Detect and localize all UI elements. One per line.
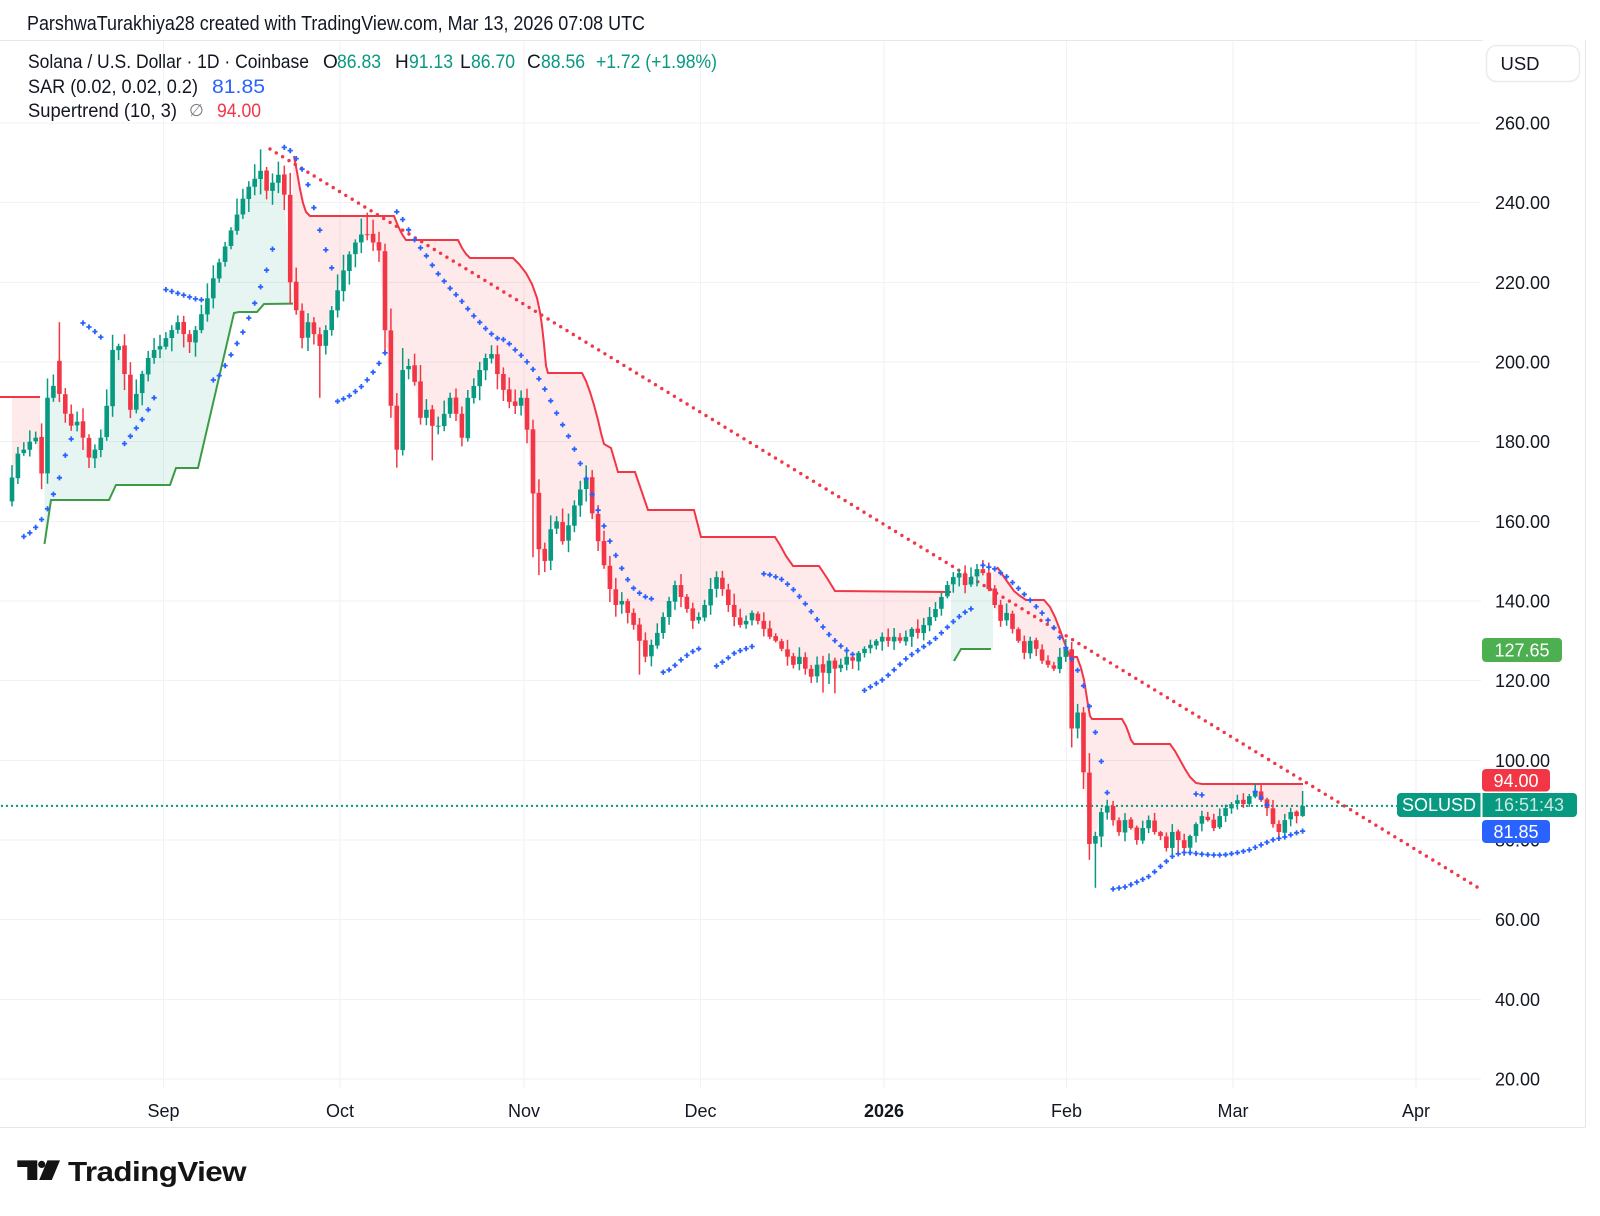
- svg-text:240.00: 240.00: [1495, 193, 1550, 213]
- svg-text:86.70: 86.70: [471, 52, 515, 73]
- svg-text:Nov: Nov: [508, 1101, 540, 1121]
- svg-text:TradingView: TradingView: [68, 1156, 247, 1187]
- svg-text:200.00: 200.00: [1495, 352, 1550, 372]
- svg-text:81.85: 81.85: [212, 77, 265, 98]
- svg-text:+1.72 (+1.98%): +1.72 (+1.98%): [596, 52, 717, 73]
- svg-text:20.00: 20.00: [1495, 1069, 1540, 1089]
- svg-text:94.00: 94.00: [217, 101, 261, 122]
- svg-text:Feb: Feb: [1051, 1101, 1082, 1121]
- svg-text:100.00: 100.00: [1495, 751, 1550, 771]
- svg-text:C: C: [527, 52, 541, 73]
- svg-text:91.13: 91.13: [409, 52, 453, 73]
- svg-text:Mar: Mar: [1218, 1101, 1249, 1121]
- svg-text:16:51:43: 16:51:43: [1494, 795, 1564, 815]
- svg-text:127.65: 127.65: [1494, 641, 1549, 661]
- svg-text:Supertrend (10, 3): Supertrend (10, 3): [28, 101, 177, 122]
- svg-text:180.00: 180.00: [1495, 432, 1550, 452]
- svg-text:Solana / U.S. Dollar · 1D · Co: Solana / U.S. Dollar · 1D · Coinbase: [28, 52, 309, 73]
- svg-text:81.85: 81.85: [1493, 822, 1538, 842]
- svg-text:2026: 2026: [864, 1101, 904, 1121]
- svg-text:40.00: 40.00: [1495, 990, 1540, 1010]
- svg-text:SOLUSD: SOLUSD: [1402, 795, 1476, 815]
- svg-text:H: H: [395, 52, 409, 73]
- svg-text:160.00: 160.00: [1495, 512, 1550, 532]
- svg-text:L: L: [460, 52, 471, 73]
- svg-text:SAR (0.02, 0.02, 0.2): SAR (0.02, 0.02, 0.2): [28, 77, 198, 98]
- svg-text:88.56: 88.56: [541, 52, 585, 73]
- svg-text:∅: ∅: [189, 101, 204, 120]
- svg-text:USD: USD: [1500, 53, 1539, 74]
- svg-text:Apr: Apr: [1402, 1101, 1430, 1121]
- svg-text:260.00: 260.00: [1495, 114, 1550, 134]
- svg-text:O: O: [323, 52, 338, 73]
- svg-text:60.00: 60.00: [1495, 910, 1540, 930]
- svg-text:Sep: Sep: [147, 1101, 179, 1121]
- svg-text:86.83: 86.83: [337, 52, 381, 73]
- svg-text:140.00: 140.00: [1495, 591, 1550, 611]
- svg-text:220.00: 220.00: [1495, 273, 1550, 293]
- svg-text:120.00: 120.00: [1495, 671, 1550, 691]
- svg-text:94.00: 94.00: [1493, 771, 1538, 791]
- svg-text:Dec: Dec: [684, 1101, 716, 1121]
- svg-text:ParshwaTurakhiya28 created wit: ParshwaTurakhiya28 created with TradingV…: [27, 13, 645, 35]
- svg-text:Oct: Oct: [326, 1101, 354, 1121]
